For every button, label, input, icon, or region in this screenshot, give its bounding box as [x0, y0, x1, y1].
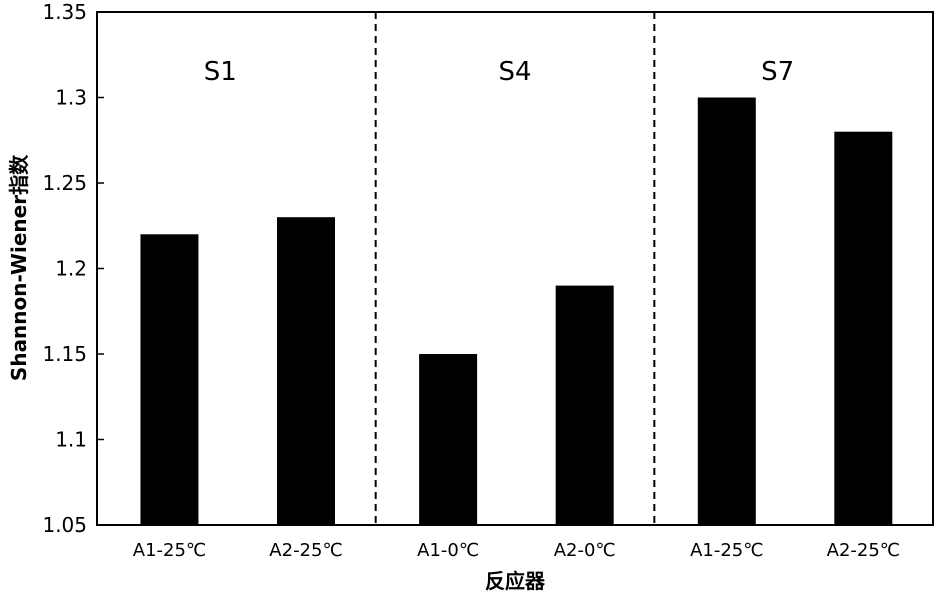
- y-tick-label: 1.3: [55, 86, 87, 110]
- bar: [277, 217, 335, 525]
- group-label: S7: [761, 57, 794, 87]
- x-tick-label: A1-25℃: [133, 540, 206, 561]
- group-label: S1: [204, 57, 237, 87]
- y-tick-label: 1.2: [55, 257, 87, 281]
- x-tick-label: A2-25℃: [269, 540, 342, 561]
- x-tick-label: A2-25℃: [827, 540, 900, 561]
- y-tick-label: 1.05: [42, 513, 87, 537]
- x-tick-label: A1-25℃: [690, 540, 763, 561]
- plot-frame: [96, 11, 934, 526]
- bar: [834, 131, 893, 525]
- x-tick-label: A1-0℃: [417, 540, 479, 561]
- bar: [697, 97, 756, 525]
- y-tick-label: 1.1: [55, 428, 87, 452]
- bar: [140, 234, 199, 526]
- y-axis-label: Shannon-Wiener指数: [7, 154, 31, 381]
- y-tick-label: 1.35: [42, 0, 87, 24]
- x-axis-label: 反应器: [485, 569, 546, 593]
- bar: [419, 354, 478, 525]
- y-tick-label: 1.25: [42, 171, 87, 195]
- bar: [555, 285, 614, 525]
- y-tick-label: 1.15: [42, 342, 87, 366]
- group-label: S4: [498, 57, 531, 87]
- x-tick-label: A2-0℃: [554, 540, 616, 561]
